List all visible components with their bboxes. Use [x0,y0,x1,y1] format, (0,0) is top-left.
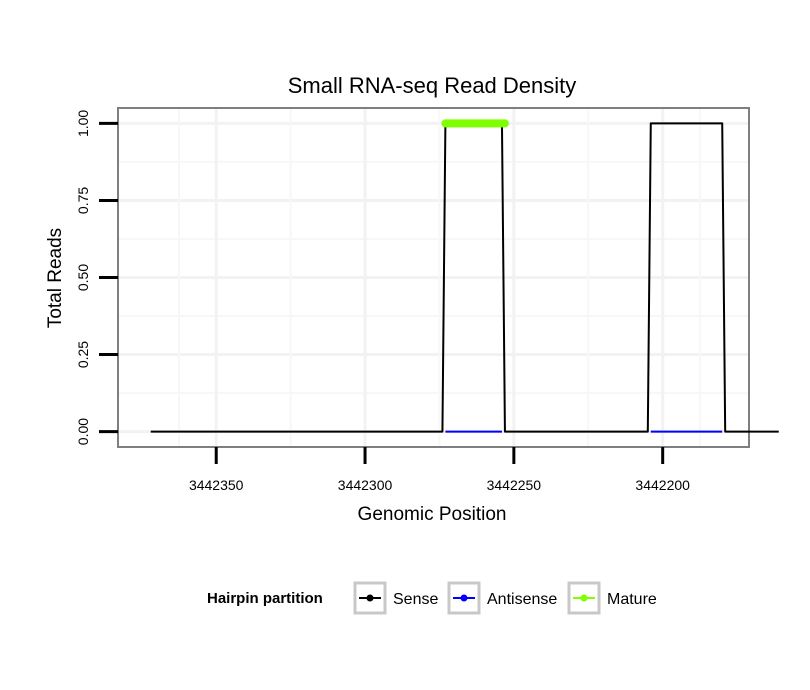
y-tick-label: 0.50 [75,264,91,291]
legend-label-antisense: Antisense [487,591,557,608]
legend-key-point [580,594,588,602]
legend-key-point [460,594,468,602]
legend-label-sense: Sense [393,591,438,608]
x-tick-label: 3442200 [635,477,690,493]
x-axis: 3442350 3442300 3442250 3442200 [189,447,690,493]
series-sense-line [150,122,779,433]
x-tick-label: 3442350 [189,477,244,493]
y-axis-title: Total Reads [45,228,66,328]
y-tick-label: 0.75 [75,187,91,214]
legend-title: Hairpin partition [207,590,323,607]
y-tick-label: 0.00 [75,418,91,445]
legend-label-mature: Mature [607,591,657,608]
legend-key-point [366,594,374,602]
y-axis: 0.00 0.25 0.50 0.75 1.00 [75,110,118,445]
x-tick-label: 3442300 [338,477,393,493]
x-axis-title: Genomic Position [358,504,507,525]
legend: Hairpin partition Sense Antisense Mature [207,581,657,615]
y-tick-label: 0.25 [75,341,91,368]
series-layer [150,119,779,433]
chart-title: Small RNA-seq Read Density [288,73,577,98]
x-tick-label: 3442250 [487,477,542,493]
y-tick-label: 1.00 [75,110,91,137]
